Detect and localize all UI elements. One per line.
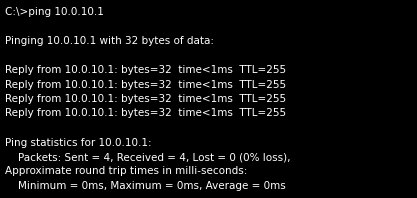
Text: C:\>ping 10.0.10.1: C:\>ping 10.0.10.1 [5,7,104,17]
Text: Minimum = 0ms, Maximum = 0ms, Average = 0ms: Minimum = 0ms, Maximum = 0ms, Average = … [5,181,286,191]
Text: Ping statistics for 10.0.10.1:: Ping statistics for 10.0.10.1: [5,137,152,148]
Text: Approximate round trip times in milli-seconds:: Approximate round trip times in milli-se… [5,167,247,176]
Text: Packets: Sent = 4, Received = 4, Lost = 0 (0% loss),: Packets: Sent = 4, Received = 4, Lost = … [5,152,291,162]
Text: Pinging 10.0.10.1 with 32 bytes of data:: Pinging 10.0.10.1 with 32 bytes of data: [5,36,214,46]
Text: Reply from 10.0.10.1: bytes=32  time<1ms  TTL=255: Reply from 10.0.10.1: bytes=32 time<1ms … [5,109,286,118]
Text: Reply from 10.0.10.1: bytes=32  time<1ms  TTL=255: Reply from 10.0.10.1: bytes=32 time<1ms … [5,80,286,89]
Text: Reply from 10.0.10.1: bytes=32  time<1ms  TTL=255: Reply from 10.0.10.1: bytes=32 time<1ms … [5,94,286,104]
Text: Reply from 10.0.10.1: bytes=32  time<1ms  TTL=255: Reply from 10.0.10.1: bytes=32 time<1ms … [5,65,286,75]
